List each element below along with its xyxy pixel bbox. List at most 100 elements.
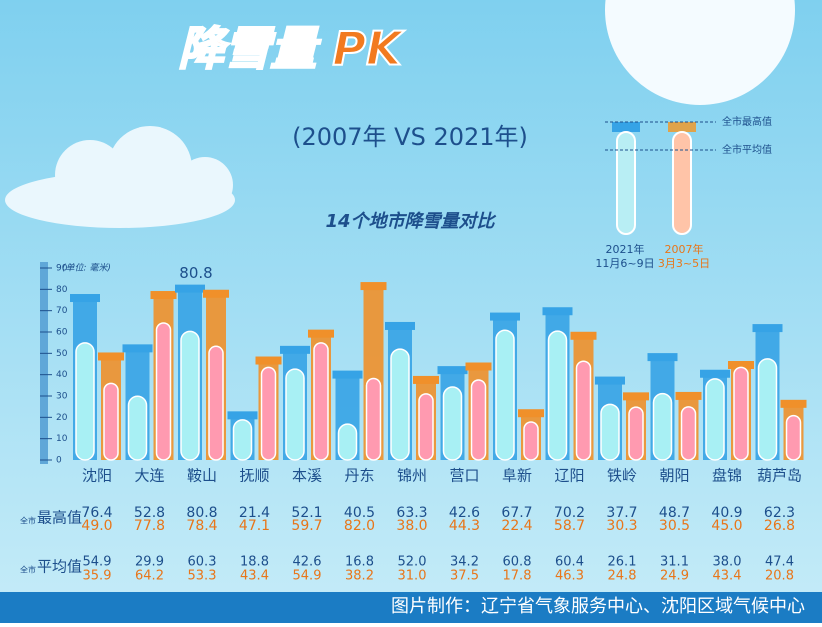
unit-label: (单位: 毫米) [62, 263, 111, 274]
avg-value: 47.4 [765, 555, 794, 570]
avg-bar [734, 367, 748, 460]
tube-cap [700, 370, 730, 378]
avg-value: 20.8 [765, 569, 794, 584]
x-tick-label: 大连 [134, 467, 164, 485]
avg-value: 31.0 [398, 569, 427, 584]
annotation: 80.8 [179, 264, 212, 282]
y-tick-label: 80 [56, 285, 68, 295]
tube-cap [781, 400, 807, 408]
x-tick-label: 阜新 [502, 467, 532, 485]
legend-tube [617, 132, 635, 234]
y-tick-label: 30 [56, 392, 68, 402]
max-value: 49.0 [81, 518, 112, 534]
y-tick-label: 40 [56, 370, 68, 380]
tube-cap [571, 332, 597, 340]
avg-value: 53.3 [188, 569, 217, 584]
tube-cap [648, 353, 678, 361]
legend-year: 2007年 [665, 242, 704, 256]
avg-value: 54.9 [293, 569, 322, 584]
legend-cap [668, 122, 696, 132]
footer: 图片制作：辽宁省气象服务中心、沈阳区域气候中心 [391, 596, 805, 617]
x-tick-label: 盘锦 [712, 467, 742, 485]
max-value: 58.7 [554, 518, 585, 534]
avg-bar [706, 379, 724, 460]
max-value: 26.8 [764, 518, 795, 534]
avg-value: 64.2 [135, 569, 164, 584]
avg-bar [419, 394, 433, 460]
avg-bar [759, 359, 777, 460]
avg-value: 18.8 [240, 555, 269, 570]
y-tick-label: 50 [56, 349, 68, 359]
max-value: 44.3 [449, 518, 480, 534]
avg-bar [234, 420, 252, 460]
legend-cap [612, 122, 640, 132]
avg-value: 60.3 [188, 555, 217, 570]
chart-title: 14个地市降雪量对比 [325, 211, 496, 232]
avg-value: 37.5 [450, 569, 479, 584]
tube-cap [753, 324, 783, 332]
tube-cap [280, 346, 310, 354]
max-value: 45.0 [711, 518, 742, 534]
infographic: 降雪量 PK (2007年 VS 2021年) 14个地市降雪量对比 (单位: … [0, 0, 822, 623]
avg-value: 46.3 [555, 569, 584, 584]
legend-max: 全市最高值 [722, 115, 772, 128]
avg-value: 35.9 [83, 569, 112, 584]
avg-bar [129, 396, 147, 460]
axis-ruler [40, 262, 48, 464]
y-tick-label: 70 [56, 306, 68, 316]
avg-bar [577, 361, 591, 460]
row-label: 最高值 [37, 509, 82, 527]
avg-value: 17.8 [503, 569, 532, 584]
avg-bar [157, 323, 171, 460]
avg-bar [496, 330, 514, 460]
x-tick-label: 辽阳 [554, 467, 584, 485]
x-tick-label: 葫芦岛 [757, 467, 802, 485]
tube-cap [676, 392, 702, 400]
max-value: 77.8 [134, 518, 165, 534]
tube-cap [151, 291, 177, 299]
x-tick-label: 锦州 [397, 467, 427, 485]
title: 降雪量 PK [178, 22, 405, 76]
avg-value: 60.8 [503, 555, 532, 570]
row-prefix: 全市 [20, 565, 36, 575]
avg-value: 31.1 [660, 555, 689, 570]
legend-avg: 全市平均值 [722, 143, 772, 156]
x-tick-label: 抚顺 [239, 467, 269, 485]
avg-bar [549, 331, 567, 460]
legend-dates: 3月3~5日 [658, 257, 710, 270]
avg-bar [654, 394, 672, 460]
max-value: 22.4 [501, 518, 532, 534]
avg-bar [367, 379, 381, 460]
y-tick-label: 90 [56, 264, 68, 274]
x-tick-label: 丹东 [344, 467, 374, 485]
y-tick-label: 60 [56, 328, 68, 338]
y-tick-label: 0 [56, 456, 62, 466]
avg-bar [286, 369, 304, 460]
tube-cap [438, 366, 468, 374]
tube-cap [123, 344, 153, 352]
avg-bar [524, 422, 538, 460]
avg-value: 16.8 [345, 555, 374, 570]
max-value: 30.5 [659, 518, 690, 534]
avg-value: 24.9 [660, 569, 689, 584]
x-tick-label: 本溪 [292, 467, 322, 485]
max-value: 30.3 [606, 518, 637, 534]
avg-bar [314, 343, 328, 460]
avg-bar [339, 424, 357, 460]
tube-cap [385, 322, 415, 330]
tube-cap [98, 352, 124, 360]
tube-cap [413, 376, 439, 384]
tube-cap [228, 411, 258, 419]
y-tick-label: 10 [56, 434, 68, 444]
tube-cap [256, 357, 282, 365]
avg-value: 34.2 [450, 555, 479, 570]
x-tick-label: 营口 [449, 467, 479, 485]
legend-tube [673, 132, 691, 234]
x-tick-label: 鞍山 [187, 467, 217, 485]
avg-bar [262, 367, 276, 460]
tube-cap [203, 290, 229, 298]
avg-value: 26.1 [608, 555, 637, 570]
tube-cap [333, 371, 363, 379]
avg-value: 29.9 [135, 555, 164, 570]
avg-bar [629, 407, 643, 460]
